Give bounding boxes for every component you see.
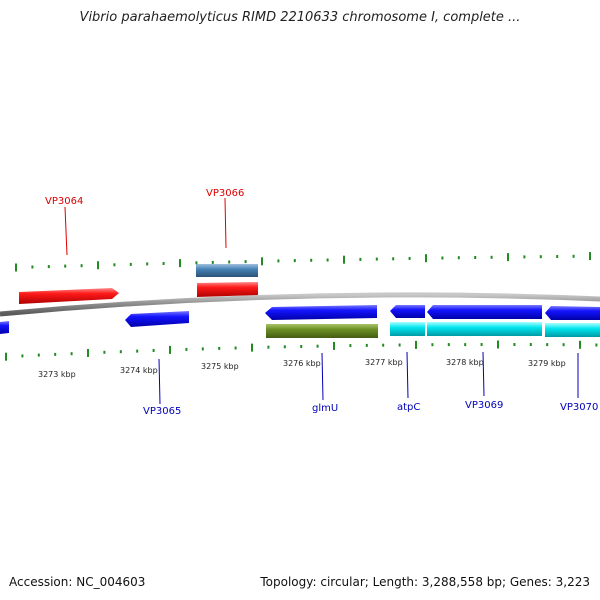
gene-VP3070[interactable] xyxy=(545,306,600,320)
scale-label: 3274 kbp xyxy=(120,366,158,375)
gene-label-VP3070[interactable]: VP3070 xyxy=(560,402,598,413)
gene-label-leader xyxy=(158,358,161,405)
scale-ticks-top xyxy=(15,252,591,272)
scale-label: 3275 kbp xyxy=(201,362,239,371)
gene-label-leader xyxy=(321,352,324,401)
gene-atpC[interactable] xyxy=(390,305,425,318)
scale-label: 3273 kbp xyxy=(38,370,76,379)
gene-label-VP3064[interactable]: VP3064 xyxy=(45,196,83,207)
gene-glmU-rna[interactable] xyxy=(266,324,378,338)
gene-VP3062-partial[interactable] xyxy=(0,321,9,334)
gene-VP3064[interactable] xyxy=(19,288,119,304)
gene-label-VP3069[interactable]: VP3069 xyxy=(465,400,503,411)
gene-label-leader xyxy=(224,197,227,249)
scale-ticks-bottom xyxy=(5,340,598,361)
gene-label-atpC[interactable]: atpC xyxy=(397,402,420,413)
gene-label-VP3065[interactable]: VP3065 xyxy=(143,406,181,417)
gene-VP3065[interactable] xyxy=(125,311,189,327)
gene-atpC-cds[interactable] xyxy=(390,322,425,336)
scale-label: 3277 kbp xyxy=(365,358,403,367)
gene-glmU[interactable] xyxy=(265,305,377,320)
gene-VP3070-cds[interactable] xyxy=(545,323,600,337)
scale-label: 3278 kbp xyxy=(446,358,484,367)
chromosome-backbone xyxy=(0,292,600,317)
gene-VP3066-rna[interactable] xyxy=(196,264,258,277)
gene-VP3069-cds[interactable] xyxy=(427,322,542,336)
gene-label-leader xyxy=(64,206,68,256)
accession-text: Accession: NC_004603 xyxy=(9,575,146,589)
scale-label: 3279 kbp xyxy=(528,359,566,368)
gene-label-leader xyxy=(406,351,409,399)
map-title: Vibrio parahaemolyticus RIMD 2210633 chr… xyxy=(79,10,521,25)
gene-VP3066[interactable] xyxy=(197,282,258,297)
gene-label-VP3066[interactable]: VP3066 xyxy=(206,188,244,199)
gene-label-glmU[interactable]: glmU xyxy=(312,403,338,414)
gene-label-leader xyxy=(482,351,485,397)
scale-label: 3276 kbp xyxy=(283,359,321,368)
gene-VP3069[interactable] xyxy=(427,305,542,319)
genome-summary-text: Topology: circular; Length: 3,288,558 bp… xyxy=(260,575,590,589)
